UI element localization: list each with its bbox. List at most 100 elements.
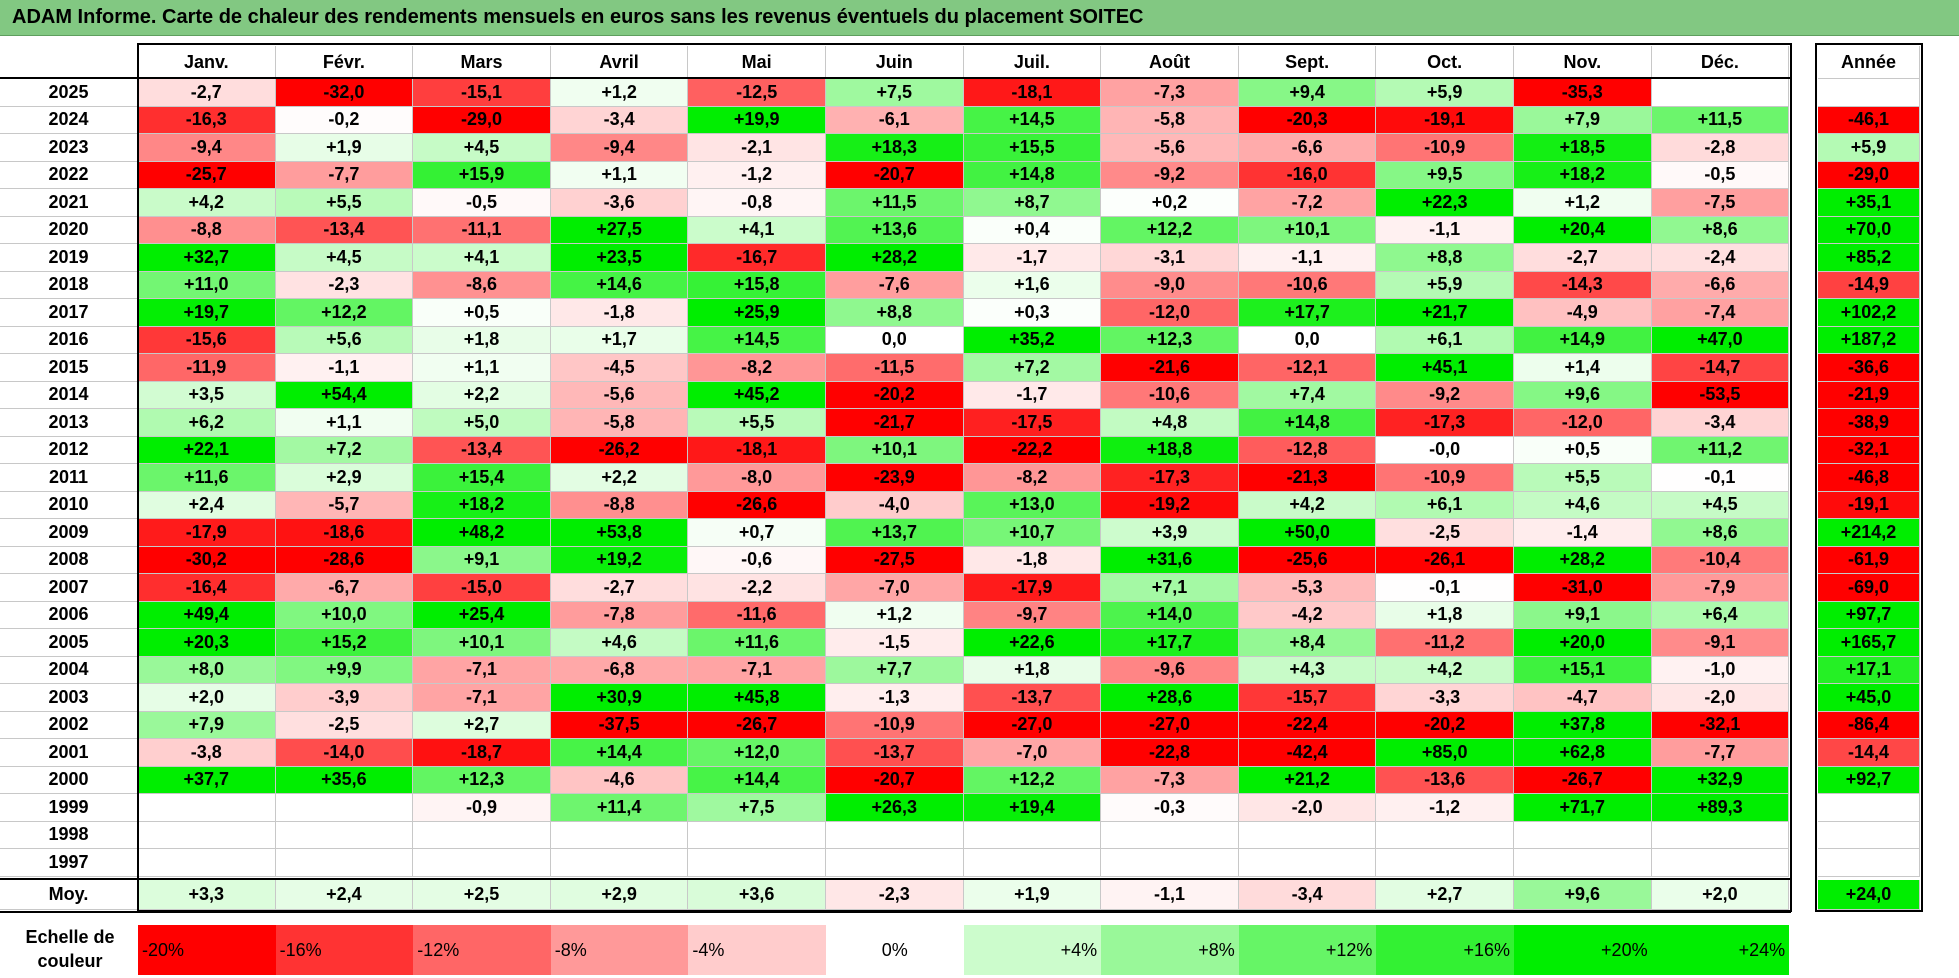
heatmap-cell: +50,0 xyxy=(1238,519,1377,547)
heatmap-cell: -15,0 xyxy=(413,574,551,602)
heatmap-cell: +14,4 xyxy=(688,766,826,794)
average-cell: +1,9 xyxy=(963,879,1102,910)
heatmap-cell: +30,9 xyxy=(550,684,689,712)
scale-swatch: +16% xyxy=(1376,925,1514,975)
annual-cell xyxy=(1818,849,1920,877)
heatmap-cell: +5,0 xyxy=(413,409,551,437)
heatmap-cell: -16,0 xyxy=(1238,161,1377,189)
heatmap-cell: 0,0 xyxy=(826,326,964,354)
title-bar: ADAM Informe. Carte de chaleur des rende… xyxy=(0,0,1959,36)
heatmap-cell: +0,4 xyxy=(963,216,1102,244)
heatmap-cell: +21,7 xyxy=(1376,299,1514,327)
heatmap-cell: -11,9 xyxy=(138,354,276,382)
scale-swatch: -16% xyxy=(275,925,414,975)
heatmap-cell: +19,7 xyxy=(138,299,276,327)
heatmap-cell: +47,0 xyxy=(1651,326,1790,354)
heatmap-cell: +5,9 xyxy=(1376,79,1514,107)
heatmap-cell: -10,6 xyxy=(1101,381,1239,409)
heatmap-cell: -1,1 xyxy=(1238,244,1377,272)
heatmap-cell: -4,6 xyxy=(550,766,689,794)
year-label: 2013 xyxy=(0,409,138,437)
heatmap-cell: +1,2 xyxy=(550,79,689,107)
heatmap-cell: -1,4 xyxy=(1514,519,1652,547)
heatmap-cell: -12,0 xyxy=(1514,409,1652,437)
annual-cell: +70,0 xyxy=(1818,216,1920,244)
heatmap-cell: +11,5 xyxy=(1651,106,1790,134)
month-header: Août xyxy=(1101,46,1239,79)
heatmap-cell: -2,5 xyxy=(275,711,414,739)
heatmap-cell: -12,1 xyxy=(1238,354,1377,382)
heatmap-cell: +1,1 xyxy=(275,409,414,437)
heatmap-cell: +2,9 xyxy=(275,464,414,492)
heatmap-cell: -2,7 xyxy=(138,79,276,107)
heatmap-cell: +14,8 xyxy=(1238,409,1377,437)
heatmap-cell xyxy=(1651,821,1790,849)
heatmap-cell: +5,9 xyxy=(1376,271,1514,299)
heatmap-cell: -9,0 xyxy=(1101,271,1239,299)
heatmap-cell: +7,4 xyxy=(1238,381,1377,409)
heatmap-cell: -20,2 xyxy=(826,381,964,409)
heatmap-cell: -1,2 xyxy=(688,161,826,189)
heatmap-cell: -18,6 xyxy=(275,519,414,547)
year-label: 2017 xyxy=(0,299,138,327)
heatmap-cell: +17,7 xyxy=(1238,299,1377,327)
heatmap-cell: -26,1 xyxy=(1376,546,1514,574)
heatmap-cell: +4,2 xyxy=(1238,491,1377,519)
heatmap-cell xyxy=(826,849,964,877)
heatmap-cell: +89,3 xyxy=(1651,794,1790,822)
heatmap-cell: -22,4 xyxy=(1238,711,1377,739)
heatmap-cell: -10,6 xyxy=(1238,271,1377,299)
heatmap-cell: +1,2 xyxy=(826,601,964,629)
heatmap-cell: +12,2 xyxy=(1101,216,1239,244)
heatmap-cell: +1,8 xyxy=(963,656,1102,684)
heatmap-cell: +8,8 xyxy=(826,299,964,327)
heatmap-cell: +18,2 xyxy=(413,491,551,519)
scale-swatch: +4% xyxy=(963,925,1102,975)
heatmap-cell: -7,1 xyxy=(413,684,551,712)
year-label: 2025 xyxy=(0,79,138,107)
scale-swatch: -12% xyxy=(413,925,551,975)
year-label: 1997 xyxy=(0,849,138,877)
average-cell: -1,1 xyxy=(1101,879,1239,910)
heatmap-cell: +11,6 xyxy=(688,629,826,657)
heatmap-cell: +19,2 xyxy=(550,546,689,574)
heatmap-cell: -4,0 xyxy=(826,491,964,519)
heatmap-cell: +28,6 xyxy=(1101,684,1239,712)
heatmap-cell: +45,1 xyxy=(1376,354,1514,382)
annual-cell: -19,1 xyxy=(1818,491,1920,519)
heatmap-cell: -15,1 xyxy=(413,79,551,107)
heatmap-cell: +12,0 xyxy=(688,739,826,767)
heatmap-cell: +13,0 xyxy=(963,491,1102,519)
heatmap-cell: -2,5 xyxy=(1376,519,1514,547)
annual-cell: +165,7 xyxy=(1818,629,1920,657)
heatmap-cell: -12,8 xyxy=(1238,436,1377,464)
heatmap-cell xyxy=(1238,821,1377,849)
heatmap-cell: +18,5 xyxy=(1514,134,1652,162)
year-label: 2001 xyxy=(0,739,138,767)
heatmap-cell: -10,9 xyxy=(1376,464,1514,492)
heatmap-cell: -11,6 xyxy=(688,601,826,629)
heatmap-cell: +71,7 xyxy=(1514,794,1652,822)
average-cell: -3,4 xyxy=(1238,879,1377,910)
month-header: Janv. xyxy=(138,46,276,79)
heatmap-cell: -7,0 xyxy=(826,574,964,602)
heatmap-cell: -14,0 xyxy=(275,739,414,767)
heatmap-cell: -2,0 xyxy=(1651,684,1790,712)
year-label: 2024 xyxy=(0,106,138,134)
heatmap-cell: +54,4 xyxy=(275,381,414,409)
heatmap-cell: +23,5 xyxy=(550,244,689,272)
heatmap-cell: +1,8 xyxy=(413,326,551,354)
heatmap-cell: +15,4 xyxy=(413,464,551,492)
annual-cell xyxy=(1818,821,1920,849)
heatmap-cell: +19,4 xyxy=(963,794,1102,822)
heatmap-cell: +25,9 xyxy=(688,299,826,327)
heatmap-cell: -21,7 xyxy=(826,409,964,437)
year-label: 2023 xyxy=(0,134,138,162)
heatmap-cell: +13,6 xyxy=(826,216,964,244)
heatmap-cell: +21,2 xyxy=(1238,766,1377,794)
heatmap-cell: +10,1 xyxy=(413,629,551,657)
heatmap-cell: +31,6 xyxy=(1101,546,1239,574)
heatmap-cell: -27,0 xyxy=(963,711,1102,739)
heatmap-cell xyxy=(1514,821,1652,849)
heatmap-cell: -5,6 xyxy=(550,381,689,409)
